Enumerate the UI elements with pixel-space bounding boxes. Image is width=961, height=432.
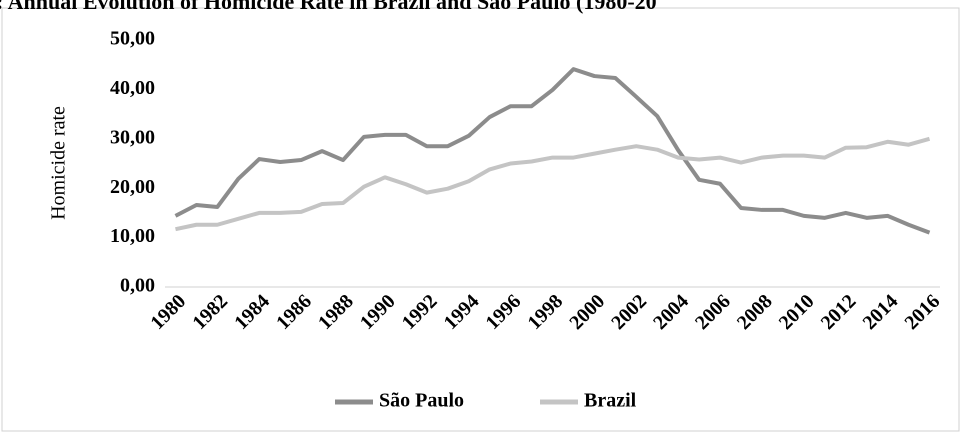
legend-label: Brazil bbox=[584, 390, 637, 412]
chart-border bbox=[1, 7, 960, 432]
x-tick-label: 1984 bbox=[230, 290, 274, 334]
y-tick-label: 40,00 bbox=[110, 77, 155, 99]
x-tick-label: 1998 bbox=[523, 290, 567, 334]
x-tick-label: 1990 bbox=[356, 290, 400, 334]
x-tick-label: 1982 bbox=[188, 290, 232, 334]
y-tick-label: 20,00 bbox=[110, 176, 155, 198]
series-line bbox=[174, 67, 931, 235]
x-tick-label: 2008 bbox=[733, 290, 777, 334]
x-tick-label: 2014 bbox=[859, 290, 903, 334]
x-tick-label: 1986 bbox=[272, 290, 316, 334]
x-tick-label: 1996 bbox=[482, 290, 526, 334]
x-tick-label: 2012 bbox=[817, 290, 861, 334]
x-tick-label: 1988 bbox=[314, 290, 358, 334]
x-tick-label: 1992 bbox=[398, 290, 442, 334]
x-tick-label: 1994 bbox=[440, 290, 484, 334]
x-tick-label: 2016 bbox=[900, 290, 944, 334]
y-tick-label: 0,00 bbox=[120, 275, 155, 297]
x-tick-label: 2010 bbox=[775, 290, 819, 334]
x-tick-label: 2002 bbox=[607, 290, 651, 334]
x-tick-label: 2000 bbox=[565, 290, 609, 334]
chart-title: : Annual Evolution of Homicide Rate in B… bbox=[0, 0, 657, 14]
x-tick-label: 2004 bbox=[649, 290, 693, 334]
y-tick-label: 10,00 bbox=[110, 225, 155, 247]
y-axis-label: Homicide rate bbox=[48, 106, 70, 220]
legend-label: São Paulo bbox=[379, 390, 464, 412]
x-tick-label: 2006 bbox=[691, 290, 735, 334]
y-tick-label: 50,00 bbox=[110, 28, 155, 50]
x-tick-label: 1980 bbox=[146, 290, 190, 334]
series-line bbox=[175, 136, 931, 232]
y-tick-label: 30,00 bbox=[110, 126, 155, 148]
